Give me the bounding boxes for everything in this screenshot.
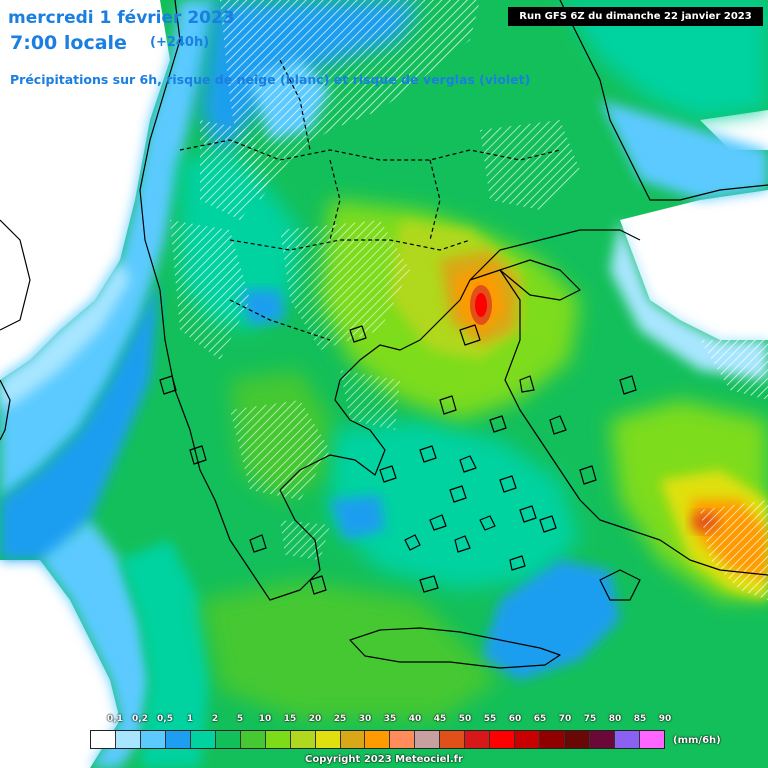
legend-label: 5 <box>236 714 244 724</box>
legend-label: 70 <box>558 714 572 724</box>
map-description: Précipitations sur 6h, risque de neige (… <box>10 72 531 87</box>
legend-swatch <box>140 731 166 748</box>
legend-color-bar <box>90 730 665 749</box>
legend-label: 25 <box>333 714 347 724</box>
legend-label: 55 <box>483 714 497 724</box>
legend-swatch <box>240 731 266 748</box>
legend-swatch <box>365 731 391 748</box>
legend-label: 10 <box>258 714 272 724</box>
legend-swatch <box>490 731 516 748</box>
forecast-local-time: 7:00 locale <box>10 32 127 54</box>
legend-swatch <box>615 731 640 748</box>
legend-label: 30 <box>358 714 372 724</box>
legend-swatch <box>190 731 216 748</box>
model-run-label: Run GFS 6Z du dimanche 22 janvier 2023 <box>508 7 763 26</box>
legend-label: 45 <box>433 714 447 724</box>
legend-label: 2 <box>211 714 219 724</box>
forecast-date-title: mercredi 1 février 2023 <box>8 8 235 28</box>
legend-swatch <box>465 731 491 748</box>
legend-swatch <box>590 731 616 748</box>
snow-risk-zones <box>170 0 768 600</box>
legend-label: 80 <box>608 714 622 724</box>
precipitation-legend: 0,1 0,2 0,5 1 2 5 10 15 20 25 30 35 40 45 50 55 60 65 70 75… <box>90 713 721 753</box>
legend-label: 60 <box>508 714 522 724</box>
legend-label: 0,2 <box>132 714 148 724</box>
copyright-notice: Copyright 2023 Meteociel.fr <box>305 754 463 765</box>
legend-label: 0,1 <box>107 714 123 724</box>
legend-swatch <box>290 731 316 748</box>
legend-label: 35 <box>383 714 397 724</box>
legend-labels: 0,1 0,2 0,5 1 2 5 10 15 20 25 30 35 40 45 50 55 60 65 70 75… <box>90 713 690 727</box>
legend-swatch <box>340 731 366 748</box>
legend-unit: (mm/6h) <box>673 735 721 746</box>
legend-label: 20 <box>308 714 322 724</box>
legend-swatch <box>515 731 541 748</box>
legend-label: 15 <box>283 714 297 724</box>
legend-label: 50 <box>458 714 472 724</box>
legend-swatch <box>390 731 416 748</box>
legend-swatch <box>415 731 441 748</box>
forecast-lead-time: (+240h) <box>150 35 210 50</box>
legend-swatch <box>265 731 291 748</box>
legend-swatch <box>440 731 466 748</box>
legend-label: 65 <box>533 714 547 724</box>
legend-swatch <box>565 731 591 748</box>
legend-swatch <box>639 731 664 748</box>
legend-label: 1 <box>186 714 194 724</box>
legend-swatch <box>215 731 241 748</box>
legend-swatch <box>540 731 566 748</box>
legend-swatch <box>165 731 191 748</box>
coastlines-and-borders <box>0 0 768 669</box>
legend-swatch <box>91 731 116 748</box>
legend-swatch <box>115 731 141 748</box>
legend-label: 40 <box>408 714 422 724</box>
legend-label: 75 <box>583 714 597 724</box>
legend-label: 85 <box>633 714 647 724</box>
legend-swatch <box>315 731 341 748</box>
legend-label: 90 <box>658 714 672 724</box>
legend-label: 0,5 <box>157 714 173 724</box>
